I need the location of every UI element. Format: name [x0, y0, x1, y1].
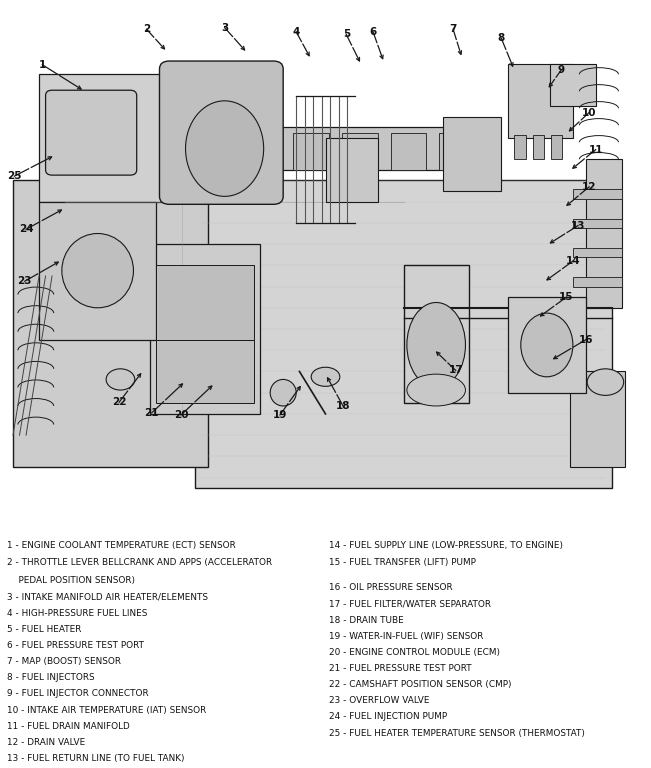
- Text: 19 - WATER-IN-FUEL (WIF) SENSOR: 19 - WATER-IN-FUEL (WIF) SENSOR: [329, 632, 483, 641]
- Ellipse shape: [270, 379, 296, 406]
- Text: 7 - MAP (BOOST) SENSOR: 7 - MAP (BOOST) SENSOR: [7, 657, 120, 666]
- Text: 15 - FUEL TRANSFER (LIFT) PUMP: 15 - FUEL TRANSFER (LIFT) PUMP: [329, 558, 476, 567]
- Text: 8: 8: [497, 33, 505, 43]
- Text: 7: 7: [449, 24, 457, 35]
- Bar: [508, 64, 573, 138]
- Bar: [570, 372, 625, 467]
- Text: 4: 4: [292, 27, 300, 37]
- Bar: [439, 133, 475, 170]
- Ellipse shape: [311, 367, 340, 386]
- Text: 6 - FUEL PRESSURE TEST PORT: 6 - FUEL PRESSURE TEST PORT: [7, 641, 143, 650]
- FancyBboxPatch shape: [159, 61, 283, 204]
- Bar: [404, 266, 469, 403]
- Ellipse shape: [62, 233, 133, 308]
- Text: 17: 17: [449, 366, 463, 376]
- Text: 14: 14: [566, 256, 580, 266]
- Bar: [195, 180, 612, 488]
- Text: 4 - HIGH-PRESSURE FUEL LINES: 4 - HIGH-PRESSURE FUEL LINES: [7, 609, 147, 617]
- Text: 3 - INTAKE MANIFOLD AIR HEATER/ELEMENTS: 3 - INTAKE MANIFOLD AIR HEATER/ELEMENTS: [7, 593, 208, 601]
- Bar: [150, 244, 260, 414]
- Bar: [13, 180, 208, 467]
- Text: 13 - FUEL RETURN LINE (TO FUEL TANK): 13 - FUEL RETURN LINE (TO FUEL TANK): [7, 754, 184, 763]
- Bar: [443, 117, 501, 191]
- Text: 23: 23: [18, 276, 32, 286]
- Text: 24: 24: [19, 224, 33, 234]
- Text: 16 - OIL PRESSURE SENSOR: 16 - OIL PRESSURE SENSOR: [329, 584, 452, 592]
- Bar: [573, 190, 622, 199]
- Text: 12 - DRAIN VALVE: 12 - DRAIN VALVE: [7, 738, 85, 746]
- Text: 2 - THROTTLE LEVER BELLCRANK AND APPS (ACCELERATOR: 2 - THROTTLE LEVER BELLCRANK AND APPS (A…: [7, 558, 271, 567]
- Text: 1 - ENGINE COOLANT TEMPERATURE (ECT) SENSOR: 1 - ENGINE COOLANT TEMPERATURE (ECT) SEN…: [7, 541, 235, 551]
- Text: 5: 5: [342, 29, 350, 39]
- Text: 9 - FUEL INJECTOR CONNECTOR: 9 - FUEL INJECTOR CONNECTOR: [7, 690, 148, 698]
- Text: 2: 2: [143, 24, 150, 35]
- Ellipse shape: [407, 374, 465, 406]
- Bar: [244, 133, 280, 170]
- Bar: [195, 133, 231, 170]
- Text: 11 - FUEL DRAIN MANIFOLD: 11 - FUEL DRAIN MANIFOLD: [7, 722, 130, 730]
- Text: 10 - INTAKE AIR TEMPERATURE (IAT) SENSOR: 10 - INTAKE AIR TEMPERATURE (IAT) SENSOR: [7, 706, 206, 714]
- Text: 20: 20: [174, 410, 188, 420]
- Text: 16: 16: [579, 335, 593, 345]
- Ellipse shape: [186, 101, 264, 197]
- Text: 12: 12: [582, 182, 596, 192]
- Text: 14 - FUEL SUPPLY LINE (LOW-PRESSURE, TO ENGINE): 14 - FUEL SUPPLY LINE (LOW-PRESSURE, TO …: [329, 541, 562, 551]
- Text: 25: 25: [7, 171, 21, 181]
- Bar: [342, 133, 378, 170]
- Text: 11: 11: [589, 144, 603, 154]
- Bar: [586, 159, 622, 308]
- Ellipse shape: [106, 369, 135, 390]
- Text: 10: 10: [582, 108, 596, 118]
- Text: 17 - FUEL FILTER/WATER SEPARATOR: 17 - FUEL FILTER/WATER SEPARATOR: [329, 600, 491, 608]
- Text: 5 - FUEL HEATER: 5 - FUEL HEATER: [7, 625, 81, 634]
- Text: 3: 3: [221, 22, 229, 32]
- Text: 6: 6: [369, 27, 377, 37]
- FancyBboxPatch shape: [46, 90, 137, 175]
- Text: 22: 22: [112, 397, 126, 407]
- Text: 18 - DRAIN TUBE: 18 - DRAIN TUBE: [329, 616, 404, 624]
- Bar: [508, 297, 586, 392]
- Bar: [533, 135, 544, 159]
- Text: 1: 1: [38, 60, 46, 70]
- Bar: [39, 74, 169, 202]
- Bar: [326, 138, 378, 202]
- Bar: [293, 133, 329, 170]
- Text: 21: 21: [145, 408, 159, 418]
- Text: PEDAL POSITION SENSOR): PEDAL POSITION SENSOR): [7, 577, 135, 585]
- Text: 15: 15: [559, 292, 574, 302]
- Bar: [551, 135, 562, 159]
- Bar: [156, 339, 254, 403]
- Text: 24 - FUEL INJECTION PUMP: 24 - FUEL INJECTION PUMP: [329, 713, 447, 721]
- Text: 18: 18: [336, 401, 350, 411]
- Text: 19: 19: [273, 410, 287, 420]
- Text: 23 - OVERFLOW VALVE: 23 - OVERFLOW VALVE: [329, 697, 429, 705]
- Bar: [39, 202, 156, 339]
- Bar: [573, 219, 622, 228]
- Bar: [391, 133, 426, 170]
- Bar: [514, 135, 526, 159]
- Ellipse shape: [587, 369, 624, 396]
- Bar: [550, 64, 596, 106]
- Ellipse shape: [407, 303, 465, 387]
- Text: 25 - FUEL HEATER TEMPERATURE SENSOR (THERMOSTAT): 25 - FUEL HEATER TEMPERATURE SENSOR (THE…: [329, 729, 585, 737]
- Text: 22 - CAMSHAFT POSITION SENSOR (CMP): 22 - CAMSHAFT POSITION SENSOR (CMP): [329, 680, 511, 689]
- Bar: [182, 127, 482, 170]
- Text: 21 - FUEL PRESSURE TEST PORT: 21 - FUEL PRESSURE TEST PORT: [329, 664, 471, 673]
- Text: 9: 9: [558, 65, 564, 75]
- Ellipse shape: [521, 313, 573, 377]
- Text: 20 - ENGINE CONTROL MODULE (ECM): 20 - ENGINE CONTROL MODULE (ECM): [329, 648, 500, 657]
- Text: 13: 13: [571, 220, 585, 230]
- Bar: [573, 277, 622, 286]
- Bar: [156, 265, 254, 339]
- Bar: [573, 248, 622, 257]
- Text: 8 - FUEL INJECTORS: 8 - FUEL INJECTORS: [7, 674, 94, 682]
